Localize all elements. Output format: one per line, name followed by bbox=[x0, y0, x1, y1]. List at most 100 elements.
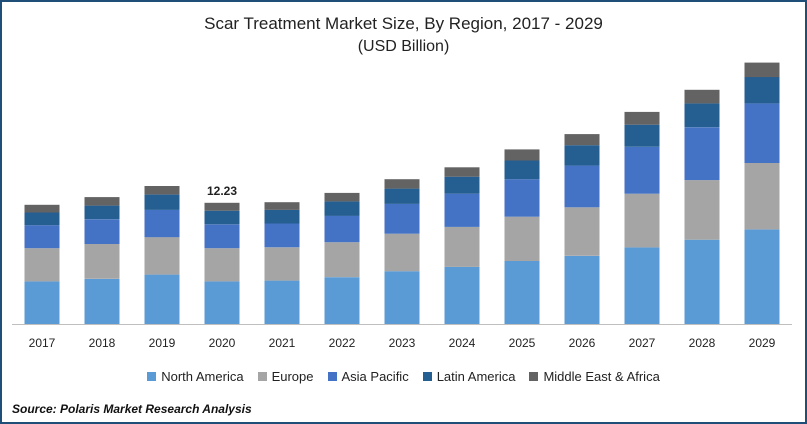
bar-segment-2017-middle-east-africa bbox=[24, 204, 60, 213]
bar-segment-2029-latin-america bbox=[744, 77, 780, 104]
legend-item-middle-east-africa: Middle East & Africa bbox=[529, 369, 660, 384]
bar-segment-2024-europe bbox=[444, 226, 480, 267]
bar-segment-2029-north-america bbox=[744, 229, 780, 324]
bar-segment-2023-latin-america bbox=[384, 188, 420, 204]
x-tick-label-2023: 2023 bbox=[389, 336, 416, 350]
bar-segment-2021-latin-america bbox=[264, 209, 300, 224]
bar-segment-2019-asia-pacific bbox=[144, 209, 180, 238]
bar-segment-2021-europe bbox=[264, 247, 300, 281]
bar-segment-2020-asia-pacific bbox=[204, 224, 240, 249]
bar-segment-2021-asia-pacific bbox=[264, 223, 300, 248]
bar-segment-2024-asia-pacific bbox=[444, 193, 480, 227]
bar-segment-2026-latin-america bbox=[564, 145, 600, 166]
x-tick-label-2029: 2029 bbox=[749, 336, 776, 350]
bar-segment-2023-north-america bbox=[384, 271, 420, 324]
bar-segment-2018-asia-pacific bbox=[84, 219, 120, 244]
bar-segment-2017-asia-pacific bbox=[24, 225, 60, 249]
bar-segment-2026-europe bbox=[564, 207, 600, 256]
bar-segment-2020-europe bbox=[204, 248, 240, 282]
bar-segment-2024-latin-america bbox=[444, 176, 480, 194]
bar-segment-2026-north-america bbox=[564, 255, 600, 324]
bar-segment-2025-north-america bbox=[504, 261, 540, 324]
x-tick-label-2018: 2018 bbox=[89, 336, 116, 350]
bar-segment-2027-north-america bbox=[624, 247, 660, 324]
bar-segment-2027-asia-pacific bbox=[624, 146, 660, 194]
bar-segment-2019-europe bbox=[144, 237, 180, 275]
x-tick-label-2020: 2020 bbox=[209, 336, 236, 350]
legend-label: Latin America bbox=[436, 369, 516, 384]
bar-segment-2028-asia-pacific bbox=[684, 127, 720, 181]
bar-segment-2022-latin-america bbox=[324, 201, 360, 216]
x-tick-label-2028: 2028 bbox=[689, 336, 716, 350]
chart-legend: North America Europe Asia Pacific Latin Ame… bbox=[2, 369, 805, 384]
legend-item-europe: Europe bbox=[257, 369, 314, 384]
bar-segment-2023-asia-pacific bbox=[384, 203, 420, 234]
bar-segment-2027-latin-america bbox=[624, 124, 660, 147]
bar-segment-2018-middle-east-africa bbox=[84, 197, 120, 206]
bar-segment-2027-middle-east-africa bbox=[624, 111, 660, 125]
bar-segment-2020-north-america bbox=[204, 281, 240, 324]
bar-segment-2028-latin-america bbox=[684, 103, 720, 128]
bar-chart: 2017 2018 2019 12.23 2020 2021 2022 2023 2024 202… bbox=[12, 62, 792, 350]
bar-segment-2029-asia-pacific bbox=[744, 103, 780, 163]
bar-segment-2019-latin-america bbox=[144, 194, 180, 210]
x-tick-label-2022: 2022 bbox=[329, 336, 356, 350]
chart-title: Scar Treatment Market Size, By Region, 2… bbox=[204, 14, 603, 33]
bar-segment-2026-asia-pacific bbox=[564, 165, 600, 208]
legend-item-asia-pacific: Asia Pacific bbox=[327, 369, 409, 384]
bar-segment-2020-middle-east-africa bbox=[204, 202, 240, 211]
bar-segment-2025-asia-pacific bbox=[504, 179, 540, 217]
bar-segment-2017-north-america bbox=[24, 281, 60, 324]
legend-label: North America bbox=[161, 369, 244, 384]
bar-segment-2022-north-america bbox=[324, 277, 360, 324]
bar-segment-2021-middle-east-africa bbox=[264, 202, 300, 210]
legend-item-latin-america: Latin America bbox=[422, 369, 516, 384]
bar-segment-2024-north-america bbox=[444, 266, 480, 324]
x-tick-label-2019: 2019 bbox=[149, 336, 176, 350]
bar-segment-2028-north-america bbox=[684, 239, 720, 324]
bar-segment-2020-latin-america bbox=[204, 210, 240, 225]
source-note: Source: Polaris Market Research Analysis bbox=[12, 402, 252, 416]
bar-segment-2022-asia-pacific bbox=[324, 215, 360, 243]
bar-segment-2029-middle-east-africa bbox=[744, 62, 780, 78]
bar-segment-2026-middle-east-africa bbox=[564, 134, 600, 146]
bar-segment-2025-middle-east-africa bbox=[504, 149, 540, 161]
x-tick-label-2026: 2026 bbox=[569, 336, 596, 350]
x-tick-label-2025: 2025 bbox=[509, 336, 536, 350]
chart-subtitle: (USD Billion) bbox=[357, 38, 450, 55]
x-tick-label-2024: 2024 bbox=[449, 336, 476, 350]
bar-segment-2019-north-america bbox=[144, 274, 180, 324]
bar-segment-2029-europe bbox=[744, 163, 780, 230]
bar-segment-2028-europe bbox=[684, 180, 720, 240]
legend-label: Middle East & Africa bbox=[543, 369, 660, 384]
bar-segment-2017-latin-america bbox=[24, 212, 60, 226]
bar-segment-2025-europe bbox=[504, 216, 540, 261]
legend-swatch bbox=[327, 372, 337, 381]
data-label-2020: 12.23 bbox=[207, 184, 237, 198]
bar-segment-2023-europe bbox=[384, 233, 420, 272]
legend-label: Asia Pacific bbox=[341, 369, 409, 384]
x-tick-label-2017: 2017 bbox=[29, 336, 56, 350]
bar-segment-2022-europe bbox=[324, 242, 360, 278]
bar-segment-2021-north-america bbox=[264, 280, 300, 324]
x-tick-label-2027: 2027 bbox=[629, 336, 656, 350]
bar-segment-2025-latin-america bbox=[504, 160, 540, 180]
bar-segment-2022-middle-east-africa bbox=[324, 192, 360, 202]
bar-segment-2023-middle-east-africa bbox=[384, 179, 420, 189]
bar-segment-2024-middle-east-africa bbox=[444, 167, 480, 177]
legend-swatch bbox=[147, 372, 157, 381]
x-tick-label-2021: 2021 bbox=[269, 336, 296, 350]
legend-item-north-america: North America bbox=[147, 369, 244, 384]
legend-swatch bbox=[422, 372, 432, 381]
bar-segment-2018-latin-america bbox=[84, 205, 120, 220]
bar-segment-2017-europe bbox=[24, 248, 60, 282]
bar-segment-2019-middle-east-africa bbox=[144, 186, 180, 195]
legend-swatch bbox=[257, 372, 267, 381]
bar-segment-2027-europe bbox=[624, 193, 660, 248]
legend-swatch bbox=[529, 372, 539, 381]
bar-segment-2018-europe bbox=[84, 243, 120, 279]
legend-label: Europe bbox=[271, 369, 314, 384]
bar-segment-2028-middle-east-africa bbox=[684, 89, 720, 104]
bar-segment-2018-north-america bbox=[84, 278, 120, 324]
